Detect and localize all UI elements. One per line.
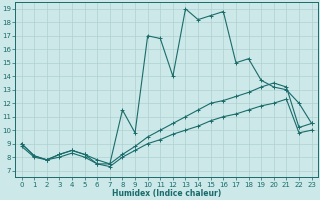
X-axis label: Humidex (Indice chaleur): Humidex (Indice chaleur)	[112, 189, 221, 198]
